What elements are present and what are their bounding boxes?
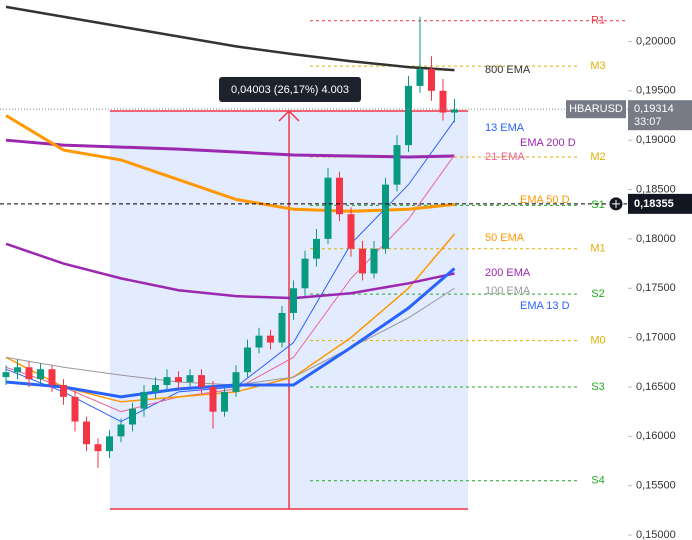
candle-body [140,391,148,409]
indicator-line [5,138,455,159]
y-tick-label: 0,19500 [636,85,676,97]
candle-body [347,214,355,249]
y-tick-label: 0,18500 [636,183,676,195]
y-tick-label: 0,17000 [636,332,676,344]
candle-body [313,238,320,259]
candle-body [25,367,33,380]
candle-body [244,347,251,373]
pivot-label: S1 [591,199,604,211]
y-tick-label: 0,16000 [636,430,676,442]
pivot-label: M1 [590,243,605,255]
pivot-label: S3 [591,381,604,393]
candle-body [290,288,297,313]
candles [2,16,458,468]
candle-body [301,258,309,289]
indicator-lines: 800 EMA 13 EMA EMA 200 D 21-EMA EMA 50 D 50 E… [5,5,576,423]
candle-body [163,377,171,386]
crosshair-plus-icon [612,199,620,208]
crosshair-label: 0,18355 [634,198,674,210]
candle-body [439,90,447,113]
countdown-label: 33:07 [634,116,662,128]
pivot-label: M0 [590,334,605,346]
symbol-label: HBARUSD [569,103,623,115]
indicator-label: 21-EMA [485,151,525,163]
candle-body [324,177,332,239]
y-tick-label: 0,19000 [636,134,676,146]
candle-body [267,335,274,343]
pivot-label: S2 [591,288,604,300]
measure-arrowhead [278,109,300,122]
indicator-label: EMA 50 D [520,194,570,206]
candle-body [451,109,458,113]
candle-body [393,145,401,185]
indicator-label: 50 EMA [485,232,525,244]
candle-body [221,391,228,412]
last-price-tag [628,100,692,131]
measure-label: 0,04003 (26,17%) 4.003 [231,84,349,96]
pivot-label: M3 [590,60,605,72]
candle-body [175,377,182,383]
indicator-line [5,242,455,300]
candle-body [232,372,240,392]
candle-body [152,385,159,392]
candle-body [405,85,412,146]
candle-body [2,372,10,378]
candle-body [129,408,136,425]
candle-body [94,444,102,452]
indicator-label: 100 EMA [485,285,531,297]
candle-body [209,386,217,412]
crosshair-tag [628,193,692,214]
y-tick-label: 0,17500 [636,282,676,294]
candle-body [186,375,194,383]
candle-body [336,177,343,215]
pivot-label: M2 [590,151,605,163]
indicator-line [5,5,455,72]
last-price-label: 0,19314 [634,103,674,115]
y-tick-label: 0,15000 [636,529,676,540]
candle-body [83,421,90,445]
candle-body [278,312,286,343]
y-tick-label: 0,20000 [636,35,676,47]
price-axis: 0,15000 0,15500 0,16000 0,16500 0,17000 0,175… [0,35,692,540]
candle-body [106,436,113,452]
candle-body [48,369,56,386]
candle-body [117,424,125,437]
candle-body [255,335,263,348]
y-tick-label: 0,18000 [636,233,676,245]
candle-body [382,184,389,249]
y-tick-label: 0,16500 [636,381,676,393]
y-tick-label: 0,15500 [636,480,676,492]
measure-label-box [219,77,361,102]
candle-body [428,69,435,91]
candle-body [370,248,378,274]
pivot-label: S4 [591,475,604,487]
candle-body [60,385,67,397]
candle-body [37,369,44,380]
indicator-label: EMA 13 D [520,300,570,312]
indicator-line [5,114,455,213]
indicator-label: EMA 200 D [520,137,576,149]
candle-body [416,69,424,86]
candle-body [71,396,79,422]
indicator-label: 13 EMA [485,122,525,134]
pivot-label: R1 [591,15,605,27]
symbol-tag [566,100,626,119]
candle-body [14,367,21,373]
candle-body [198,375,205,387]
indicator-label: 800 EMA [485,64,531,76]
indicator-label: 200 EMA [485,267,531,279]
candle-body [359,248,366,274]
